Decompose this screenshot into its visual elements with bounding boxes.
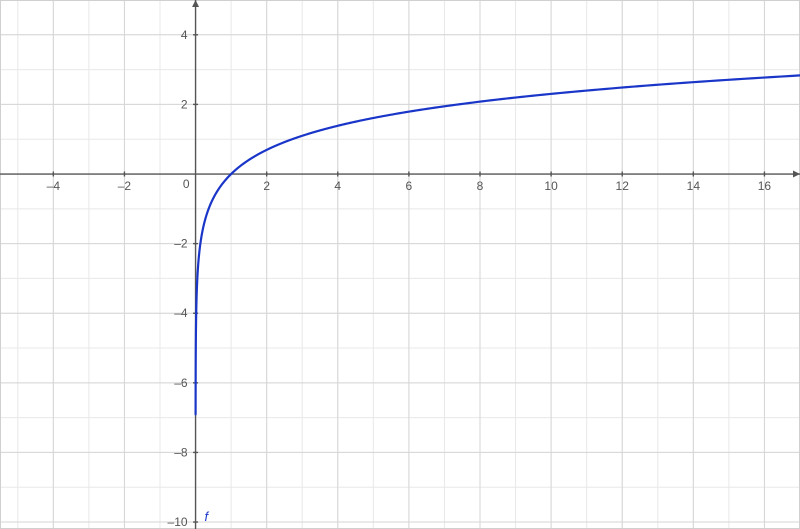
svg-text:6: 6 bbox=[406, 179, 413, 193]
svg-text:–4: –4 bbox=[47, 179, 61, 193]
svg-text:–6: –6 bbox=[174, 376, 188, 390]
svg-text:–2: –2 bbox=[118, 179, 132, 193]
svg-text:4: 4 bbox=[334, 179, 341, 193]
function-plot: –4–2246810121416–10–8–6–4–2240f bbox=[0, 0, 800, 529]
svg-text:16: 16 bbox=[758, 179, 772, 193]
svg-text:10: 10 bbox=[544, 179, 558, 193]
svg-text:–8: –8 bbox=[174, 445, 188, 459]
svg-text:0: 0 bbox=[183, 177, 190, 191]
svg-text:12: 12 bbox=[616, 179, 630, 193]
svg-text:4: 4 bbox=[181, 28, 188, 42]
svg-text:8: 8 bbox=[477, 179, 484, 193]
svg-text:2: 2 bbox=[181, 97, 188, 111]
svg-text:14: 14 bbox=[687, 179, 701, 193]
svg-text:–4: –4 bbox=[174, 306, 188, 320]
svg-text:–10: –10 bbox=[168, 515, 188, 529]
svg-text:2: 2 bbox=[263, 179, 270, 193]
svg-text:–2: –2 bbox=[174, 237, 188, 251]
